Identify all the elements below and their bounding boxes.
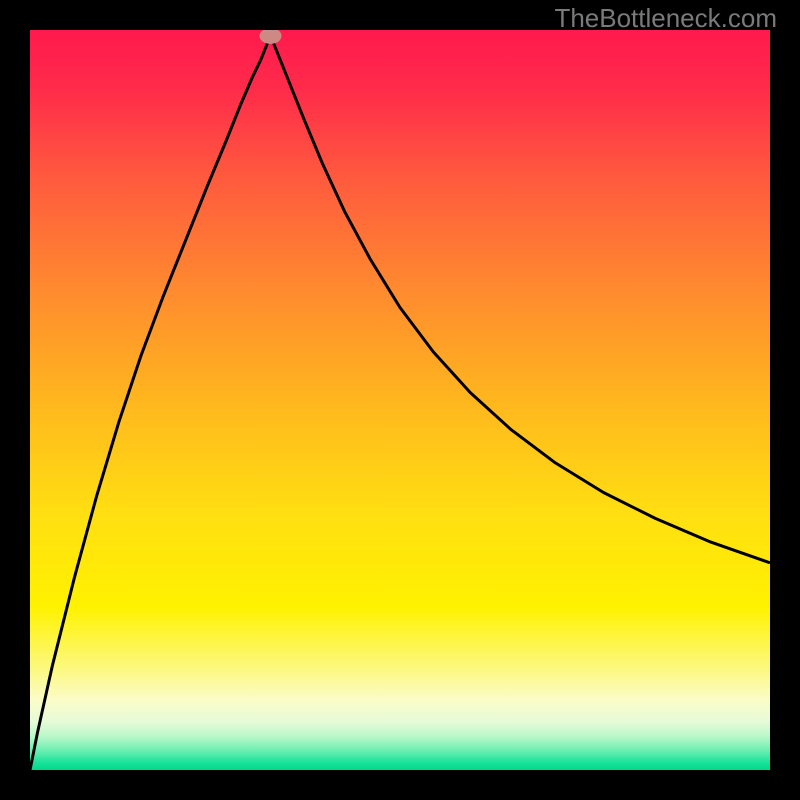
plot-svg: [30, 30, 770, 770]
plot-area: [30, 30, 770, 770]
chart-canvas: TheBottleneck.com: [0, 0, 800, 800]
watermark-text: TheBottleneck.com: [554, 3, 777, 34]
gradient-background: [30, 30, 770, 770]
